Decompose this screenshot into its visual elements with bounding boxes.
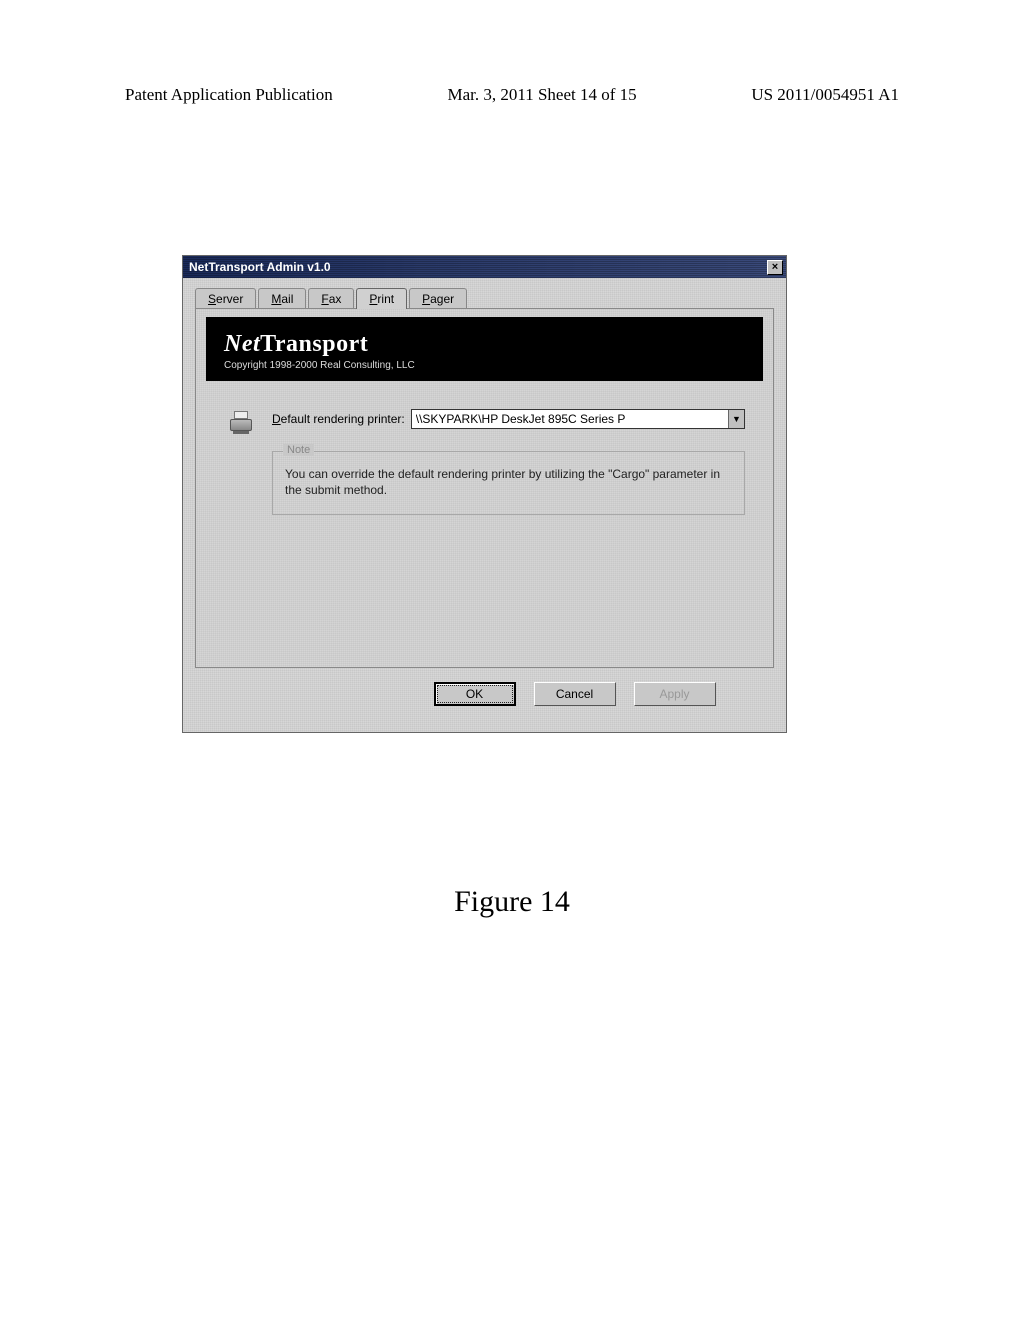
- header-right: US 2011/0054951 A1: [751, 85, 899, 105]
- default-printer-row: Default rendering printer: ▼: [272, 409, 745, 429]
- tab-panel-print: NetTransport Copyright 1998-2000 Real Co…: [195, 308, 774, 668]
- header-center: Mar. 3, 2011 Sheet 14 of 15: [447, 85, 636, 105]
- default-printer-label: Default rendering printer:: [272, 412, 405, 426]
- figure-caption: Figure 14: [0, 885, 1024, 919]
- close-button[interactable]: ×: [767, 260, 783, 275]
- brand-transport: Transport: [260, 331, 368, 357]
- dialog-body: Server Mail Fax Print Pager NetT: [183, 278, 786, 732]
- titlebar[interactable]: NetTransport Admin v1.0 ×: [183, 256, 786, 278]
- tab-server-label: erver: [216, 292, 243, 306]
- close-icon: ×: [772, 262, 778, 273]
- note-groupbox: Note You can override the default render…: [272, 451, 745, 515]
- default-printer-combobox[interactable]: ▼: [411, 409, 745, 429]
- tab-print-label: rint: [377, 292, 394, 306]
- printer-icon: [224, 409, 258, 439]
- tab-fax[interactable]: Fax: [308, 288, 354, 309]
- chevron-down-icon: ▼: [732, 414, 741, 424]
- form-right: Default rendering printer: ▼ Note You ca…: [272, 409, 745, 515]
- tab-server[interactable]: Server: [195, 288, 256, 309]
- brand-net: Net: [224, 331, 260, 357]
- ok-button[interactable]: OK: [434, 682, 516, 706]
- tab-fax-label: ax: [329, 292, 342, 306]
- dialog-window: NetTransport Admin v1.0 × Server Mail Fa…: [182, 255, 787, 733]
- default-printer-input[interactable]: [412, 410, 728, 428]
- tab-pager-hotkey: P: [422, 292, 430, 306]
- tab-mail-label: ail: [281, 292, 293, 306]
- brand-title: NetTransport: [224, 331, 745, 358]
- tab-pager[interactable]: Pager: [409, 288, 467, 309]
- form-area: Default rendering printer: ▼ Note You ca…: [206, 381, 763, 525]
- tab-server-hotkey: S: [208, 292, 216, 306]
- combobox-drop-button[interactable]: ▼: [728, 410, 744, 428]
- window-title: NetTransport Admin v1.0: [189, 260, 331, 274]
- tab-fax-hotkey: F: [321, 292, 328, 306]
- note-legend: Note: [283, 444, 314, 456]
- default-printer-hotkey: D: [272, 412, 281, 426]
- page-header: Patent Application Publication Mar. 3, 2…: [125, 85, 899, 105]
- brand-copyright: Copyright 1998-2000 Real Consulting, LLC: [224, 360, 745, 371]
- tab-strip: Server Mail Fax Print Pager: [195, 288, 774, 309]
- apply-button[interactable]: Apply: [634, 682, 716, 706]
- note-text: You can override the default rendering p…: [285, 466, 732, 498]
- default-printer-label-rest: efault rendering printer:: [281, 412, 405, 426]
- dialog-button-row: OK Cancel Apply: [195, 668, 774, 720]
- tab-mail[interactable]: Mail: [258, 288, 306, 309]
- tab-mail-hotkey: M: [271, 292, 281, 306]
- tab-print[interactable]: Print: [356, 288, 407, 309]
- tab-pager-label: ager: [430, 292, 454, 306]
- header-left: Patent Application Publication: [125, 85, 333, 105]
- cancel-button[interactable]: Cancel: [534, 682, 616, 706]
- brand-banner: NetTransport Copyright 1998-2000 Real Co…: [206, 317, 763, 381]
